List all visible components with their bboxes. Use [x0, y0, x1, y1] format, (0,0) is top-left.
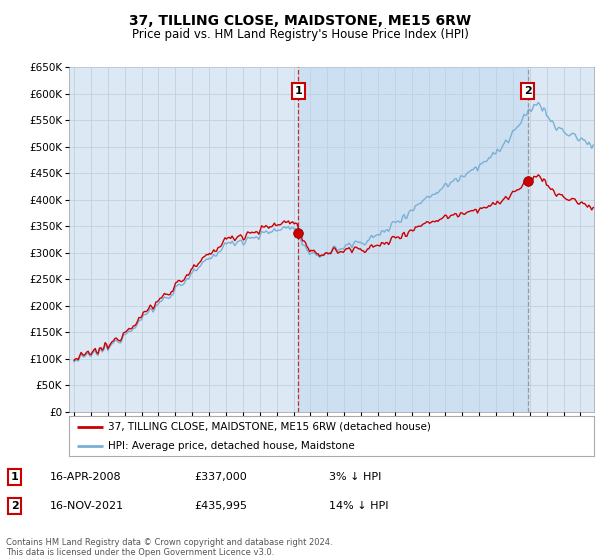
- Text: 3% ↓ HPI: 3% ↓ HPI: [329, 472, 382, 482]
- Text: 16-APR-2008: 16-APR-2008: [50, 472, 122, 482]
- Text: Contains HM Land Registry data © Crown copyright and database right 2024.
This d: Contains HM Land Registry data © Crown c…: [6, 538, 332, 557]
- Text: 1: 1: [11, 472, 19, 482]
- Text: Price paid vs. HM Land Registry's House Price Index (HPI): Price paid vs. HM Land Registry's House …: [131, 28, 469, 41]
- Text: £435,995: £435,995: [194, 501, 247, 511]
- Text: 2: 2: [11, 501, 19, 511]
- Text: 16-NOV-2021: 16-NOV-2021: [50, 501, 124, 511]
- Text: HPI: Average price, detached house, Maidstone: HPI: Average price, detached house, Maid…: [109, 441, 355, 450]
- Text: 37, TILLING CLOSE, MAIDSTONE, ME15 6RW (detached house): 37, TILLING CLOSE, MAIDSTONE, ME15 6RW (…: [109, 422, 431, 432]
- Text: £337,000: £337,000: [194, 472, 247, 482]
- Text: 2: 2: [524, 86, 532, 96]
- Text: 1: 1: [295, 86, 302, 96]
- Text: 37, TILLING CLOSE, MAIDSTONE, ME15 6RW: 37, TILLING CLOSE, MAIDSTONE, ME15 6RW: [129, 14, 471, 28]
- Bar: [298, 67, 528, 412]
- Text: 14% ↓ HPI: 14% ↓ HPI: [329, 501, 389, 511]
